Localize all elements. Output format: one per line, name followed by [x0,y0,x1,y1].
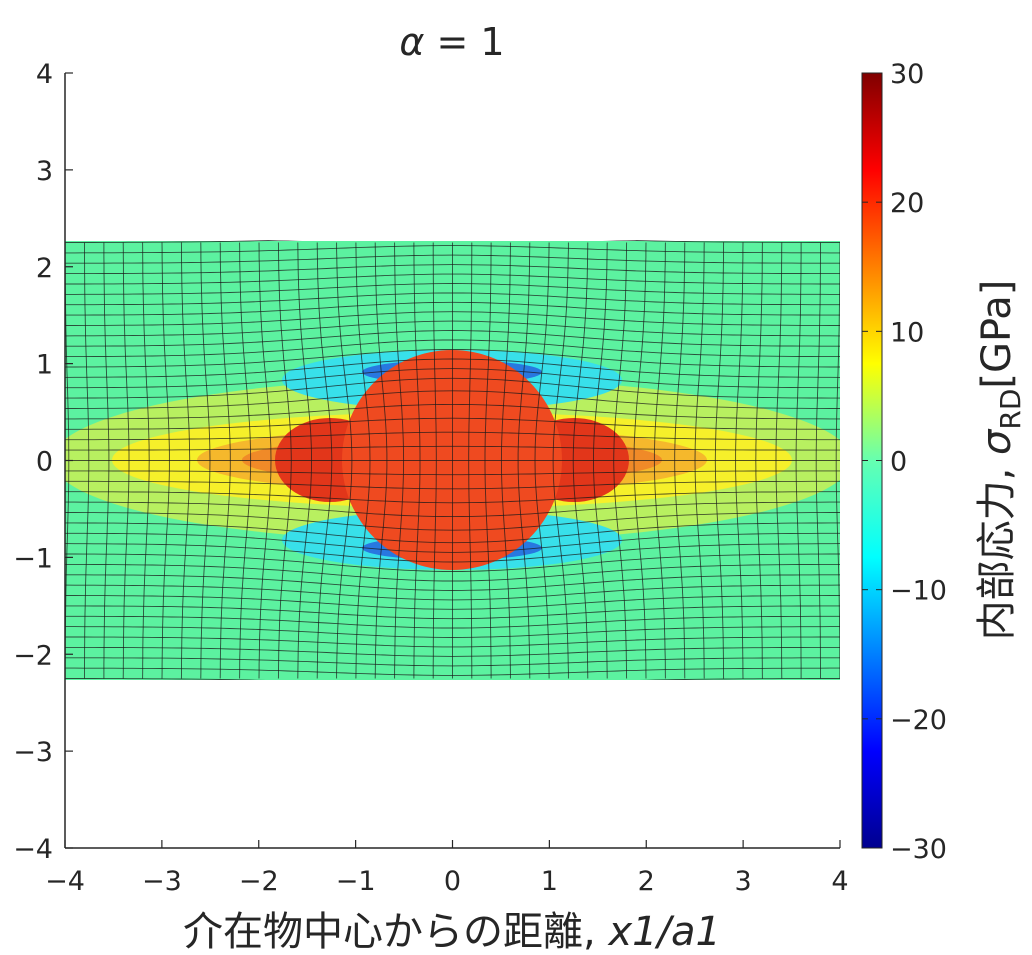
x-ticks: −4 −3 −2 −1 0 1 2 3 4 [45,840,849,897]
colorbar-label-text: 内部応力, [974,455,1020,640]
colorbar-label-subscript: RD [994,389,1027,430]
mesh-line-horizontal [65,349,840,368]
x-tick-label: −2 [239,866,279,897]
x-tick-label: 3 [735,866,752,897]
mesh-line-horizontal [65,522,840,544]
mesh-line-horizontal [65,470,840,476]
mesh-line-horizontal [65,311,840,326]
colorbar-label: 内部応力, σRD[GPa] [974,280,1027,641]
colorbar-tick-label: −10 [890,576,947,607]
mesh-line-horizontal [65,532,840,553]
colorbar-tick-label: 0 [890,447,907,478]
y-tick-label: −1 [13,543,53,574]
x-tick-label: 1 [541,866,558,897]
mesh-line-horizontal [65,480,840,490]
mesh-line-horizontal [65,431,840,441]
mesh-line-horizontal [65,615,840,629]
mesh-line-horizontal [65,605,840,620]
colorbar: 30 20 10 0 −10 −20 −30 内部応力, σRD[GPa] [861,59,1027,865]
mesh-line-horizontal [65,636,840,648]
y-tick-label: −4 [13,834,53,865]
mesh-line-horizontal [65,390,840,409]
colorbar-tick-label: 10 [890,317,924,348]
mesh-line-horizontal [65,543,840,563]
mesh-line-horizontal [65,584,840,601]
y-ticks: 4 3 2 1 0 −1 −2 −3 −4 [13,59,73,865]
colorbar-tick-label: 30 [890,59,924,90]
colorbar-ticks: 30 20 10 0 −10 −20 −30 [862,59,947,865]
mesh-line-horizontal [65,301,840,316]
y-tick-label: 2 [36,253,53,284]
mesh-line-horizontal [65,254,840,264]
x-tick-label: −4 [45,866,85,897]
x-axis-label-italic: x1/a1 [606,909,721,955]
inclusion [342,350,562,570]
x-tick-label: 2 [638,866,655,897]
mesh-line-horizontal [65,283,840,295]
y-tick-label: 4 [36,59,53,90]
mesh-line-horizontal [65,358,840,378]
y-tick-label: 3 [36,156,53,187]
mesh-line-horizontal [65,563,840,582]
title-symbol: α [399,20,424,64]
axes: −4 −3 −2 −1 0 1 2 3 4 4 3 2 1 0 −1 −2 −3 −4 [13,59,848,897]
x-tick-label: 4 [831,866,848,897]
mesh-line-horizontal [65,368,840,389]
y-tick-label: −3 [13,737,53,768]
mesh-line-horizontal [65,273,840,285]
mesh-line-horizontal [65,320,840,337]
mesh-line-horizontal [65,491,840,504]
mesh-line-horizontal [65,574,840,591]
y-tick-label: 0 [36,447,53,478]
mesh-line-horizontal [65,264,840,275]
mesh-line-horizontal [65,512,840,531]
deformed-mesh [65,240,840,680]
mesh-line-horizontal [65,553,840,572]
mesh-line-horizontal [65,678,840,680]
colorbar-tick-label: −30 [890,834,947,865]
mesh-line-horizontal [65,595,840,610]
y-tick-label: −2 [13,640,53,671]
x-axis-label-text: 介在物中心からの距離, [183,909,608,955]
mesh-line-horizontal [65,240,840,243]
mesh-line-horizontal [65,646,840,657]
x-tick-label: −1 [336,866,376,897]
stress-field [65,240,840,680]
x-tick-label: 0 [444,866,461,897]
mesh-line-horizontal [65,245,840,254]
mesh-line-horizontal [65,417,840,430]
mesh-line-horizontal [65,377,840,399]
plot-area [65,240,840,680]
mesh-line-horizontal [65,445,840,451]
y-tick-label: 1 [36,350,53,381]
x-tick-label: −3 [142,866,182,897]
x-axis-label: 介在物中心からの距離, x1/a1 [183,909,721,955]
title-text: = 1 [424,20,504,64]
mesh-line-horizontal [65,330,840,347]
colorbar-label-symbol: σ [974,428,1020,455]
mesh-line-horizontal [65,667,840,676]
mesh-line-horizontal [65,292,840,306]
mesh-line-horizontal [65,657,840,667]
colorbar-tick-label: −20 [890,705,947,736]
chart-title: α = 1 [399,20,504,64]
mesh-line-horizontal [65,501,840,518]
colorbar-label-unit: [GPa] [974,280,1020,389]
mesh-line-horizontal [65,339,840,358]
colorbar-tick-label: 20 [890,188,924,219]
mesh-line-horizontal [65,403,840,420]
mesh-line-horizontal [65,626,840,638]
